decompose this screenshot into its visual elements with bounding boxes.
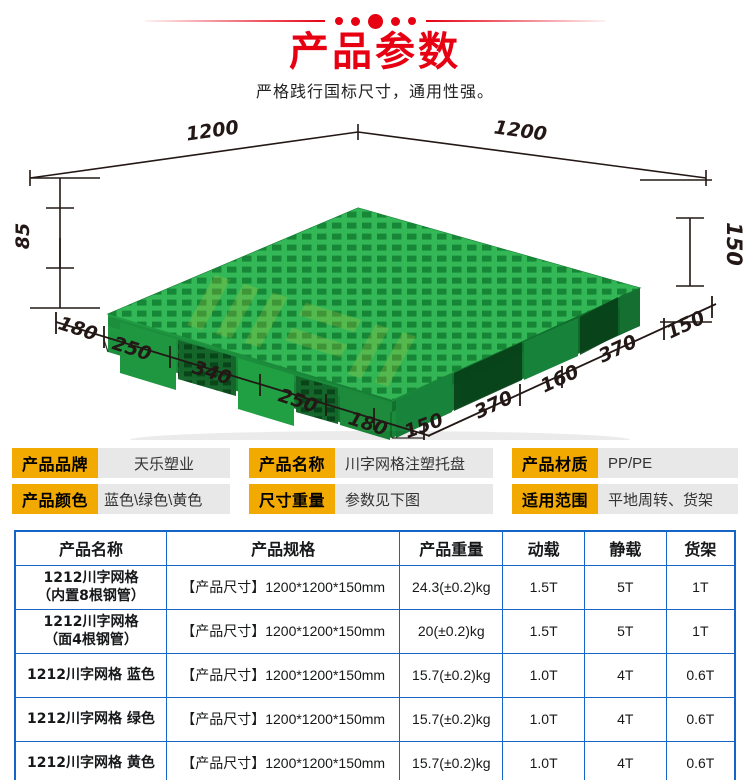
cell-product-spec: 【产品尺寸】1200*1200*150mm	[165, 652, 401, 698]
cell-rack-load: 1T	[665, 564, 736, 610]
cell-product-name: 1212川字网格 （面4根钢管）	[14, 608, 167, 654]
info-cell-product-name: 产品名称 川字网格注塑托盘	[249, 448, 493, 478]
info-cell-brand: 产品品牌 天乐塑业	[12, 448, 230, 478]
table-row: 1212川字网格 （面4根钢管） 【产品尺寸】1200*1200*150mm 2…	[14, 608, 736, 654]
cell-rack-load: 1T	[665, 608, 736, 654]
info-value-size-weight: 参数见下图	[335, 484, 493, 514]
cell-rack-load: 0.6T	[665, 696, 736, 742]
info-value-application: 平地周转、货架	[598, 484, 738, 514]
pallet-dimension-diagram: 1200 1200 85 150 180 250 340 250 180 150…	[0, 100, 750, 443]
info-key-application: 适用范围	[512, 484, 598, 514]
pallet-illustration	[29, 124, 717, 440]
cell-rack-load: 0.6T	[665, 652, 736, 698]
table-row: 1212川字网格 绿色 【产品尺寸】1200*1200*150mm 15.7(±…	[14, 696, 736, 742]
cell-product-weight: 15.7(±0.2)kg	[399, 652, 504, 698]
cell-product-weight: 15.7(±0.2)kg	[399, 740, 504, 780]
decoration-line-left	[144, 20, 325, 22]
info-gap-2	[493, 448, 512, 478]
cell-static-load: 5T	[583, 564, 667, 610]
cell-static-load: 4T	[583, 696, 667, 742]
cell-product-spec: 【产品尺寸】1200*1200*150mm	[165, 696, 401, 742]
header-dynamic-load: 动载	[502, 530, 585, 566]
cell-static-load: 4T	[583, 652, 667, 698]
product-name-line-1: 1212川字网格	[43, 614, 139, 630]
info-row-1: 产品品牌 天乐塑业 产品名称 川字网格注塑托盘 产品材质 PP/PE	[12, 448, 738, 478]
table-row: 1212川字网格 黄色 【产品尺寸】1200*1200*150mm 15.7(±…	[14, 740, 736, 780]
cell-dynamic-load: 1.0T	[502, 696, 585, 742]
header-static-load: 静载	[583, 530, 667, 566]
product-name-line-1: 1212川字网格	[43, 570, 139, 586]
header-product-spec: 产品规格	[165, 530, 401, 566]
cell-product-name: 1212川字网格 绿色	[14, 696, 167, 742]
cell-product-spec: 【产品尺寸】1200*1200*150mm	[165, 608, 401, 654]
decoration-dot-5	[407, 17, 416, 25]
cell-product-name: 1212川字网格 蓝色	[14, 652, 167, 698]
cell-dynamic-load: 1.5T	[502, 564, 585, 610]
cell-product-weight: 24.3(±0.2)kg	[399, 564, 504, 610]
cell-rack-load: 0.6T	[665, 740, 736, 780]
cell-product-spec: 【产品尺寸】1200*1200*150mm	[165, 564, 401, 610]
info-value-product-name: 川字网格注塑托盘	[335, 448, 493, 478]
header-decoration	[0, 10, 750, 32]
info-key-size-weight: 尺寸重量	[249, 484, 335, 514]
decoration-dot-2	[350, 16, 360, 26]
cell-dynamic-load: 1.0T	[502, 652, 585, 698]
product-info-block: 产品品牌 天乐塑业 产品名称 川字网格注塑托盘 产品材质 PP/PE 产品颜色 …	[12, 448, 738, 520]
header-product-name: 产品名称	[14, 530, 167, 566]
info-key-color: 产品颜色	[12, 484, 98, 514]
cell-product-name: 1212川字网格 （内置8根钢管）	[14, 564, 167, 610]
product-name-line-2: （面4根钢管）	[44, 632, 138, 648]
table-body: 1212川字网格 （内置8根钢管） 【产品尺寸】1200*1200*150mm …	[14, 564, 736, 780]
info-value-material: PP/PE	[598, 448, 738, 478]
dim-left-height: 85	[12, 222, 35, 250]
decoration-dots	[325, 13, 426, 29]
product-name-line-2: （内置8根钢管）	[37, 588, 145, 604]
spec-table: 产品名称 产品规格 产品重量 动载 静载 货架 1212川字网格 （内置8根钢管…	[14, 530, 736, 780]
cell-static-load: 4T	[583, 740, 667, 780]
decoration-dot-1	[334, 17, 343, 25]
info-gap-1	[230, 448, 249, 478]
info-row-2: 产品颜色 蓝色\绿色\黄色 尺寸重量 参数见下图 适用范围 平地周转、货架	[12, 484, 738, 514]
table-header-row: 产品名称 产品规格 产品重量 动载 静载 货架	[14, 530, 736, 566]
info-gap-4	[493, 484, 512, 514]
header-product-weight: 产品重量	[399, 530, 504, 566]
cell-product-name: 1212川字网格 黄色	[14, 740, 167, 780]
cell-dynamic-load: 1.0T	[502, 740, 585, 780]
table-row: 1212川字网格 蓝色 【产品尺寸】1200*1200*150mm 15.7(±…	[14, 652, 736, 698]
info-cell-application: 适用范围 平地周转、货架	[512, 484, 738, 514]
page-subtitle: 严格践行国标尺寸，通用性强。	[255, 84, 494, 101]
dim-right-height: 150	[721, 222, 746, 266]
info-cell-color: 产品颜色 蓝色\绿色\黄色	[12, 484, 230, 514]
cell-product-weight: 15.7(±0.2)kg	[399, 696, 504, 742]
cell-product-spec: 【产品尺寸】1200*1200*150mm	[165, 740, 401, 780]
info-gap-3	[230, 484, 249, 514]
cell-dynamic-load: 1.5T	[502, 608, 585, 654]
cell-static-load: 5T	[583, 608, 667, 654]
table-row: 1212川字网格 （内置8根钢管） 【产品尺寸】1200*1200*150mm …	[14, 564, 736, 610]
info-key-product-name: 产品名称	[249, 448, 335, 478]
cell-product-weight: 20(±0.2)kg	[399, 608, 504, 654]
page-title: 产品参数	[289, 29, 461, 75]
decoration-line-right	[425, 20, 606, 22]
decoration-dot-3	[367, 13, 383, 29]
info-cell-size-weight: 尺寸重量 参数见下图	[249, 484, 493, 514]
info-value-brand: 天乐塑业	[98, 448, 230, 478]
info-key-material: 产品材质	[512, 448, 598, 478]
info-key-brand: 产品品牌	[12, 448, 98, 478]
header-rack-load: 货架	[665, 530, 736, 566]
info-value-color: 蓝色\绿色\黄色	[98, 484, 230, 514]
decoration-dot-4	[390, 16, 400, 26]
info-cell-material: 产品材质 PP/PE	[512, 448, 738, 478]
